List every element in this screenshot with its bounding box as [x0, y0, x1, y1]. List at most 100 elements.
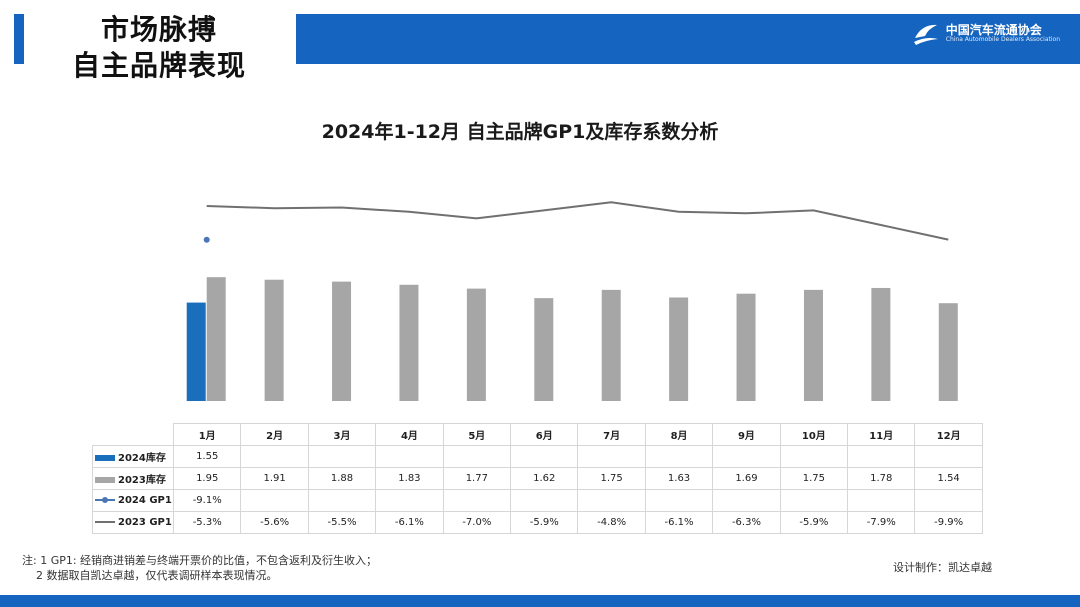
table-row: 2023 GP1 -5.3% -5.6% -5.5% -6.1% -7.0% -5.9% -4… — [92, 511, 983, 534]
bar-2023-inventory — [534, 298, 554, 401]
data-label: 1.91 — [240, 467, 309, 490]
data-label — [577, 445, 646, 468]
legend-entry: 2024库存 — [92, 445, 174, 468]
data-label — [510, 445, 579, 468]
data-label: -9.9% — [914, 511, 983, 534]
logo-name-en: China Automobile Dealers Association — [945, 36, 1060, 44]
data-label: -5.9% — [510, 511, 579, 534]
legend-label: 2024 GP1 — [118, 495, 172, 506]
table-row: 2024库存 1.55 — [92, 445, 983, 468]
data-label: -5.3% — [172, 511, 242, 534]
x-tick-label: 7月 — [577, 423, 646, 446]
bar-2023-inventory — [871, 287, 891, 401]
data-label — [240, 445, 309, 468]
legend-key — [95, 455, 115, 461]
data-label: 1.88 — [307, 467, 377, 490]
data-label — [712, 445, 781, 468]
data-label — [442, 489, 512, 512]
footnote-1: 注: 1 GP1: 经销商进销差与终端开票价的比值，不包含返利及衍生收入； — [22, 554, 378, 567]
association-logo: 中国汽车流通协会 China Automobile Dealers Associ… — [912, 20, 1060, 48]
bar-2023-inventory — [264, 279, 284, 401]
x-tick-label: 3月 — [307, 423, 377, 446]
footnotes: 注: 1 GP1: 经销商进销差与终端开票价的比值，不包含返利及衍生收入； 2 … — [22, 553, 377, 583]
data-label: -6.1% — [375, 511, 444, 534]
x-tick-label: 9月 — [712, 423, 781, 446]
legend-label: 2023 GP1 — [118, 517, 172, 528]
table-corner — [92, 423, 174, 446]
chart-title: 2024年1-12月 自主品牌GP1及库存系数分析 — [321, 121, 719, 143]
data-label — [779, 445, 849, 468]
data-label: -5.9% — [779, 511, 849, 534]
data-label: 1.62 — [510, 467, 579, 490]
legend-key-marker — [102, 497, 108, 503]
data-label: -7.9% — [847, 511, 916, 534]
data-label: 1.83 — [375, 467, 444, 490]
x-tick-label: 12月 — [914, 423, 983, 446]
bar-2023-inventory — [938, 303, 958, 401]
logo-name-cn: 中国汽车流通协会 — [945, 23, 1042, 38]
data-label: 1.95 — [172, 467, 242, 490]
data-label — [375, 445, 444, 468]
data-label: 1.78 — [847, 467, 916, 490]
data-label: -5.6% — [240, 511, 309, 534]
x-tick-label: 5月 — [442, 423, 512, 446]
data-label: 1.63 — [644, 467, 714, 490]
legend-entry: 2023库存 — [92, 467, 174, 490]
data-label — [847, 445, 916, 468]
table-row: 2023库存 1.95 1.91 1.88 1.83 1.77 1.62 1.75 1.63 1.… — [92, 467, 983, 490]
line-2023-gp1 — [206, 201, 949, 241]
legend-key — [95, 497, 115, 503]
data-table: 1月 2月 3月 4月 5月 6月 7月 8月 9月 10月 11月 12月 2024库存 1.55 202… — [92, 423, 983, 534]
data-label: 1.75 — [577, 467, 646, 490]
table-row: 2024 GP1 -9.1% — [92, 489, 983, 512]
x-tick-label: 2月 — [240, 423, 309, 446]
bar-2023-inventory — [803, 289, 823, 401]
bar-2023-inventory — [399, 284, 419, 401]
bar-2023-inventory — [332, 281, 352, 401]
footnote-2: 2 数据取自凯达卓越，仅代表调研样本表现情况。 — [36, 569, 278, 582]
legend-key — [95, 477, 115, 483]
data-label: -5.5% — [307, 511, 377, 534]
point-2024-gp1 — [203, 236, 210, 243]
data-label — [442, 445, 512, 468]
page-title: 市场脉搏 自主品牌表现 — [34, 8, 284, 88]
design-credit: 设计制作：凯达卓越 — [893, 561, 992, 574]
bar-2023-inventory — [669, 297, 689, 401]
header-accent-bar — [14, 14, 24, 64]
data-label — [712, 489, 781, 512]
data-label: 1.77 — [442, 467, 512, 490]
data-label: -4.8% — [577, 511, 646, 534]
data-label — [644, 489, 714, 512]
legend-entry: 2023 GP1 — [92, 511, 174, 534]
header-band — [296, 14, 1080, 64]
data-label — [375, 489, 444, 512]
association-logo-icon — [913, 24, 938, 45]
data-label: -6.1% — [644, 511, 714, 534]
data-label: -7.0% — [442, 511, 512, 534]
legend-label: 2024库存 — [118, 453, 166, 464]
bar-2023-inventory — [601, 289, 621, 401]
legend-label: 2023库存 — [118, 475, 166, 486]
data-label — [240, 489, 309, 512]
data-label — [644, 445, 714, 468]
bar-2024-inventory — [186, 302, 206, 401]
legend-entry: 2024 GP1 — [92, 489, 174, 512]
bar-2023-inventory — [206, 277, 226, 401]
footer-band — [0, 595, 1080, 607]
page-title-line1: 市场脉搏 — [100, 13, 217, 46]
x-tick-label: 6月 — [510, 423, 579, 446]
x-tick-label: 4月 — [375, 423, 444, 446]
data-label: 1.54 — [914, 467, 983, 490]
x-tick-label: 10月 — [779, 423, 849, 446]
data-label: -9.1% — [172, 489, 242, 512]
x-tick-label: 1月 — [172, 423, 242, 446]
data-label — [510, 489, 579, 512]
data-label — [914, 445, 983, 468]
bar-2023-inventory — [736, 293, 756, 401]
data-label — [779, 489, 849, 512]
data-label — [307, 489, 377, 512]
data-label — [847, 489, 916, 512]
bar-2023-inventory — [466, 288, 486, 401]
data-label: 1.55 — [172, 445, 242, 468]
chart-plot — [186, 201, 958, 401]
